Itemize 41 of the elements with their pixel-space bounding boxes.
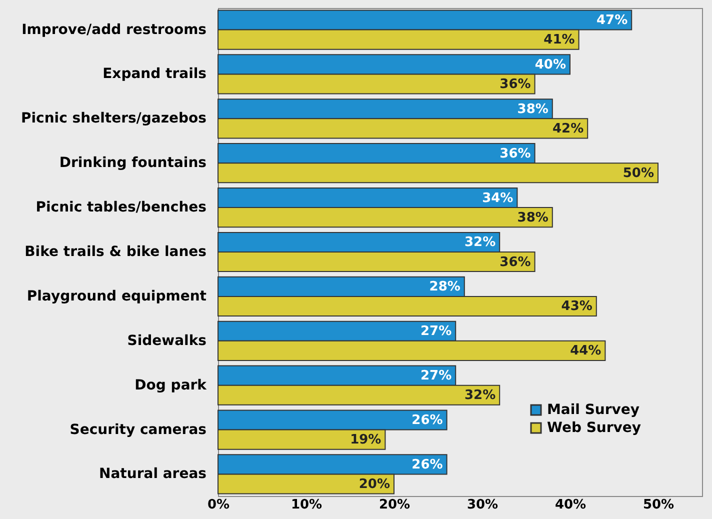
data-label: 36% [500,254,531,270]
x-tick-label: 0% [207,498,230,512]
data-label: 28% [429,280,460,295]
data-label: 44% [570,344,602,359]
data-label: 42% [552,121,584,136]
y-tick-label: Expand trails [102,66,206,82]
data-label: 19% [350,432,382,448]
x-tick-label: 10% [290,498,322,512]
x-tick-label: 40% [554,498,586,512]
data-label: 26% [412,457,443,472]
x-tick-label: 30% [466,498,498,512]
data-label: 38% [517,102,548,117]
y-tick-label: Drinking fountains [59,155,206,172]
data-label: 40% [534,57,566,72]
data-label: 36% [500,77,531,92]
y-tick-label: Security cameras [70,422,206,438]
data-label: 32% [464,235,496,250]
data-label: 26% [412,413,443,428]
data-label: 38% [517,210,548,226]
y-tick-label: Dog park [134,377,208,394]
data-label: 47% [596,13,628,28]
x-tick-label: 50% [642,498,674,512]
data-label: 41% [544,32,575,48]
data-label: 27% [420,368,452,384]
y-tick-label: Sidewalks [127,332,206,349]
data-label: 36% [500,146,531,162]
y-tick-label: Picnic shelters/gazebos [20,110,206,127]
data-label: 50% [622,166,654,181]
y-tick-label: Bike trails & bike lanes [24,244,206,260]
y-tick-label: Natural areas [99,466,206,482]
data-label: 43% [561,299,592,314]
y-tick-label: Playground equipment [26,288,207,304]
y-tick-label: Picnic tables/benches [36,200,206,216]
data-label: 32% [464,388,496,404]
data-label: 34% [482,190,514,206]
x-tick-label: 20% [378,498,410,512]
y-tick-label: Improve/add restrooms [22,22,206,38]
legend-label: Web Survey [547,420,642,436]
data-label: 20% [358,477,390,492]
data-label: 27% [420,324,452,340]
legend-label: Mail Survey [547,402,640,418]
